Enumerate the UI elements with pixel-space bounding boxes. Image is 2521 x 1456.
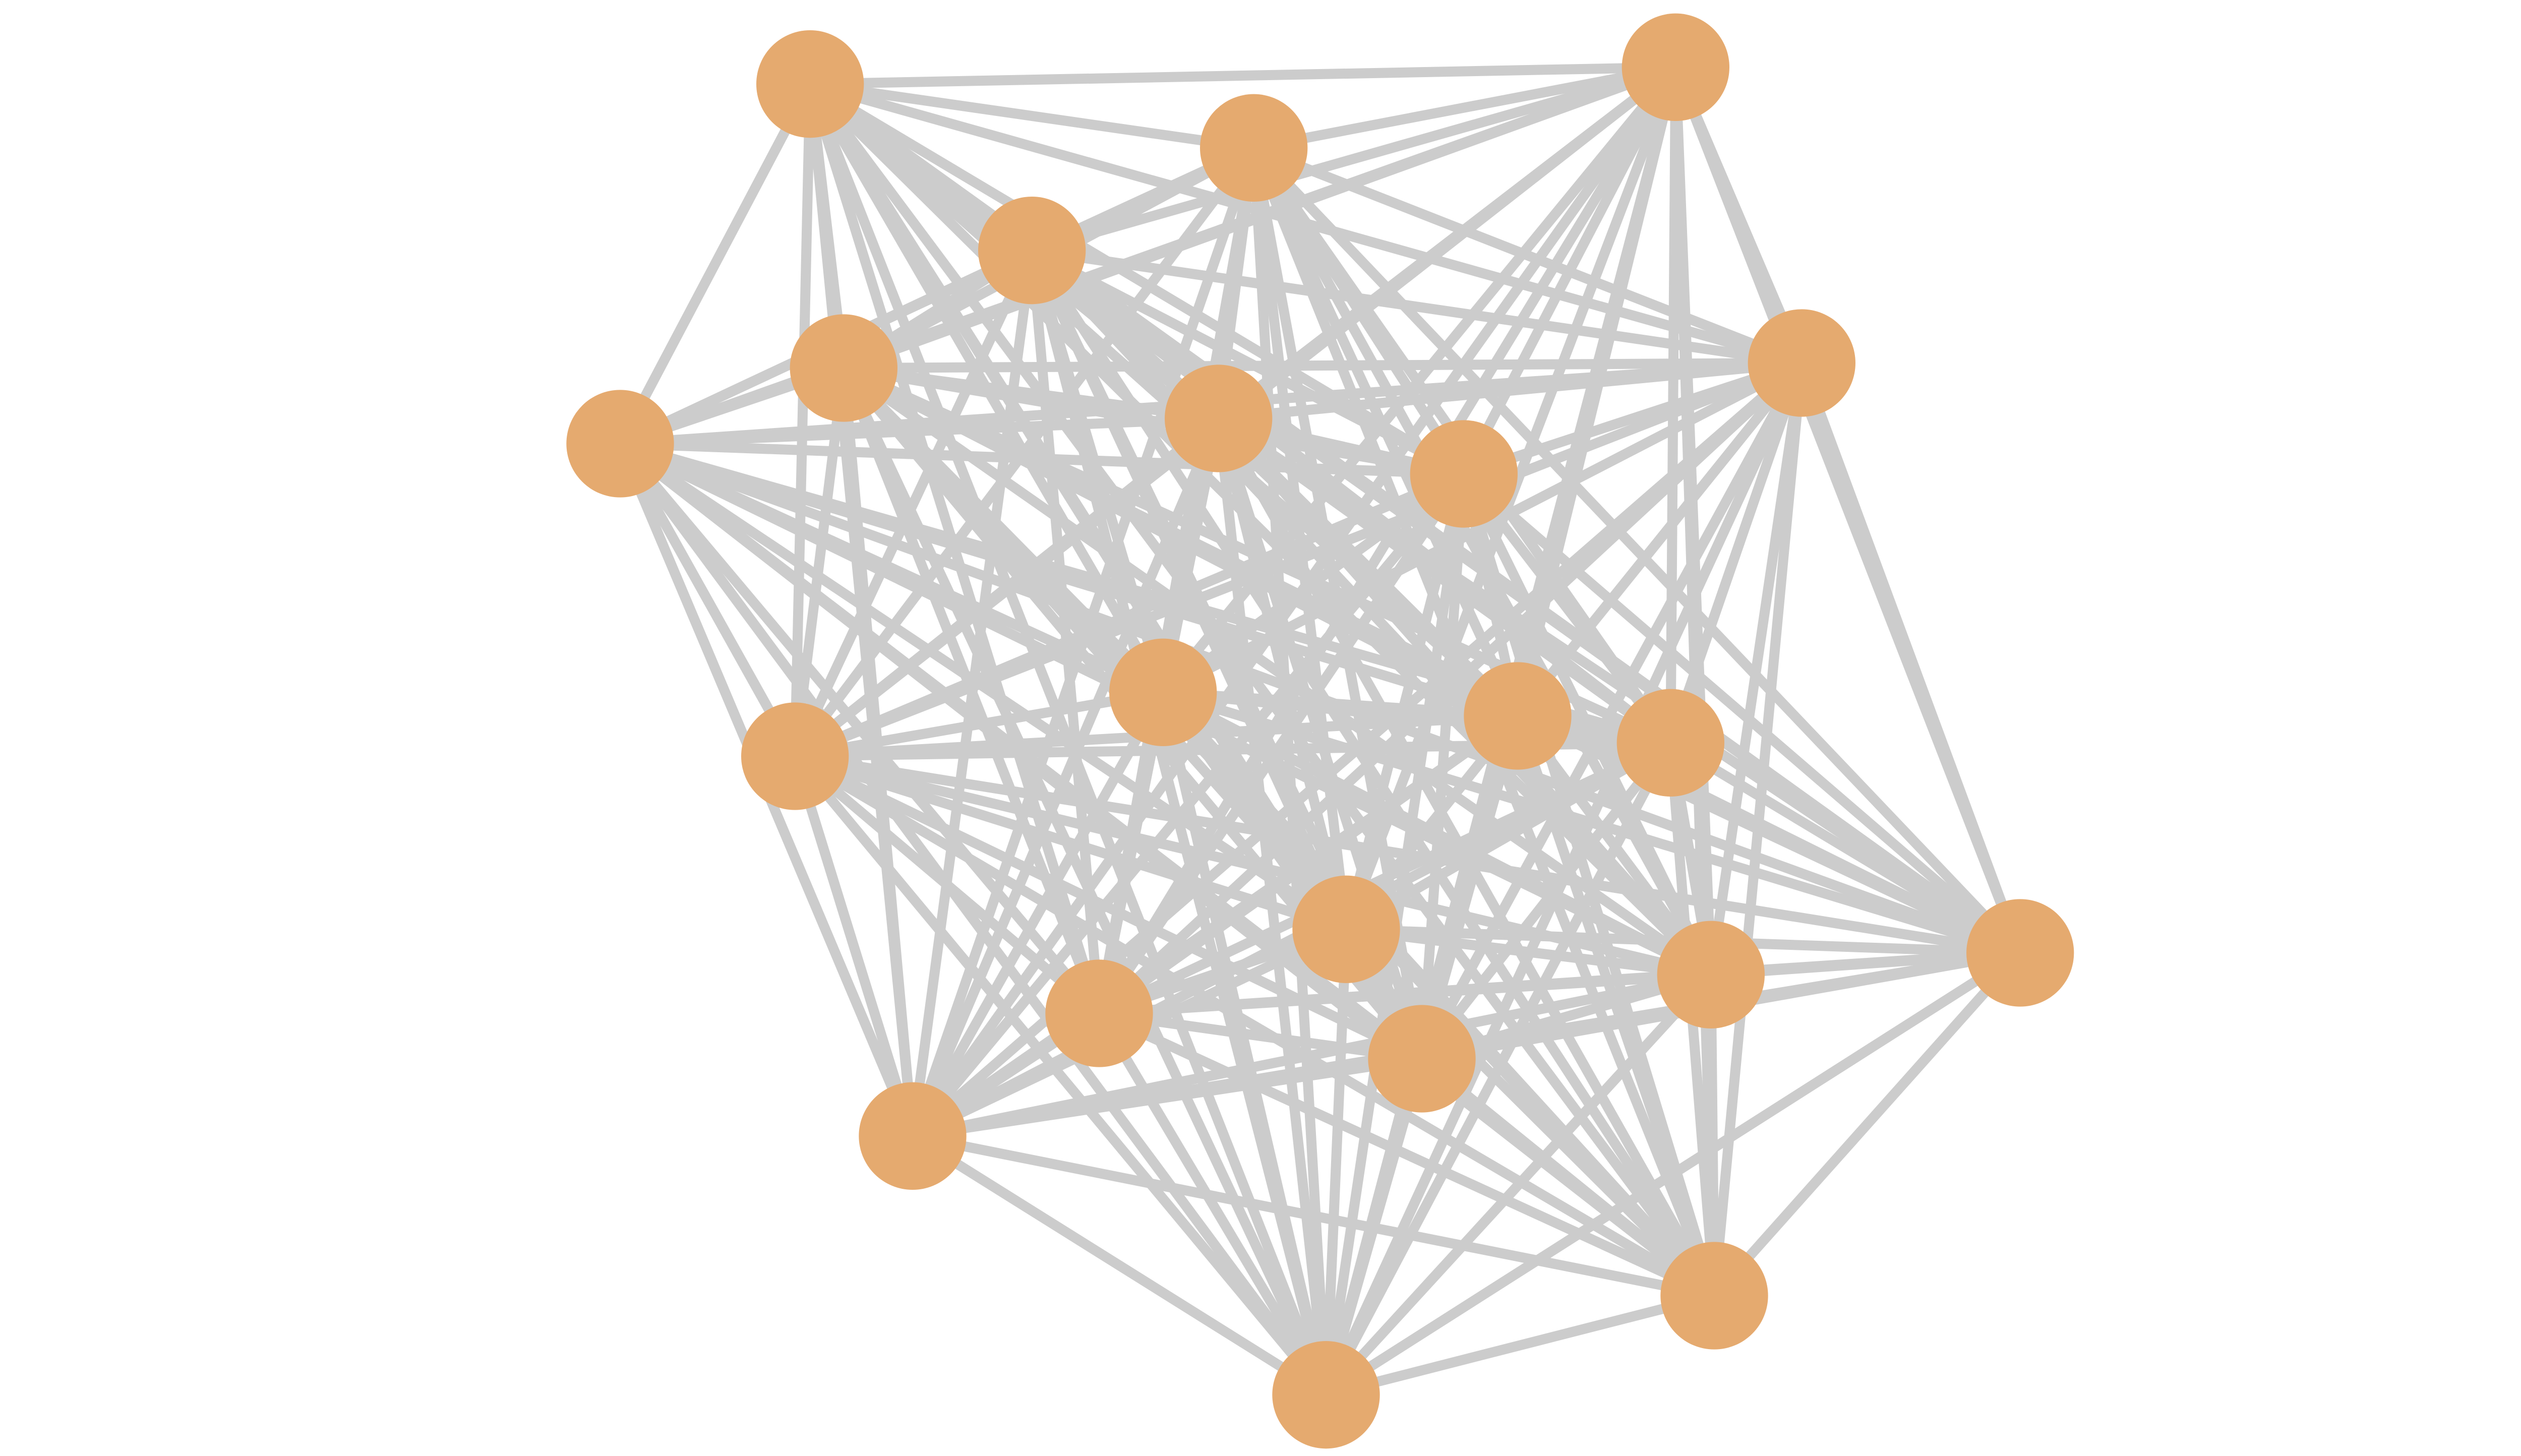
edge [806,80,1715,979]
edge [616,441,800,759]
edge [908,416,1223,1138]
edge [1418,1055,1718,1300]
edge [1160,469,1467,697]
edge [792,752,1717,1300]
node [1464,662,1572,770]
edge [790,248,1037,759]
node [1660,1242,1768,1350]
edge [1706,362,1807,976]
edge [1665,361,1807,745]
edge [912,969,1712,1141]
edge [1252,62,1677,153]
edge [1218,358,1803,423]
edge [1322,740,1675,1398]
edge [1095,1010,1331,1398]
edge [1418,740,1675,1062]
node [978,197,1086,305]
edge [810,62,1676,89]
edge [1322,971,1715,1399]
node [1616,689,1724,797]
edge [1460,470,2024,957]
edge [1097,1008,1717,1301]
edge [620,439,1464,479]
node [1966,899,2074,1007]
edge [1095,471,1468,1016]
edge [1215,415,1715,978]
node [859,1082,967,1190]
edge [1668,738,2023,957]
edge [792,414,1222,760]
edge [794,751,2021,958]
node [566,390,674,498]
edge [912,1131,1715,1301]
edge [1250,144,2024,956]
edge [792,752,1103,1017]
edge [1515,711,2022,958]
node [1748,309,1855,417]
edge [790,84,815,757]
edge [912,1054,1423,1141]
edge [794,687,1164,761]
edge [1098,1008,1423,1064]
edge [1252,143,1804,368]
node [1200,94,1308,202]
edge [793,751,1424,1064]
node [1368,1005,1476,1113]
edge [809,79,1255,153]
edge [617,439,1349,934]
edge [791,753,1330,1399]
nodes-layer [566,13,2074,1449]
edge [1710,949,2024,1299]
edge [616,81,815,446]
edge [1345,924,1712,980]
edge [1325,1291,1716,1400]
node [1109,638,1217,746]
edge [1796,361,2025,955]
edge [620,413,1219,449]
edge [1321,929,1351,1396]
node [1292,875,1400,983]
edge [1031,245,1803,368]
edge [1460,470,1675,746]
edge [1099,969,1711,1018]
edge [1216,414,2023,957]
node [741,702,849,810]
node [1410,420,1518,528]
edge [793,469,1466,761]
node [1622,13,1729,121]
node [1165,365,1273,472]
edge [790,755,918,1138]
node [790,314,897,422]
node [1045,959,1153,1067]
node [1657,921,1765,1028]
edge [910,1131,1329,1400]
edge [1158,691,1331,1396]
edge [844,358,1802,373]
edge [1323,948,2023,1400]
edge [1341,472,1469,931]
edge [908,690,1168,1139]
edge [793,751,1348,934]
edge [616,441,1331,1398]
edge [1161,688,1713,980]
node [756,30,864,138]
node [1272,1341,1380,1449]
edge [1030,62,1677,256]
